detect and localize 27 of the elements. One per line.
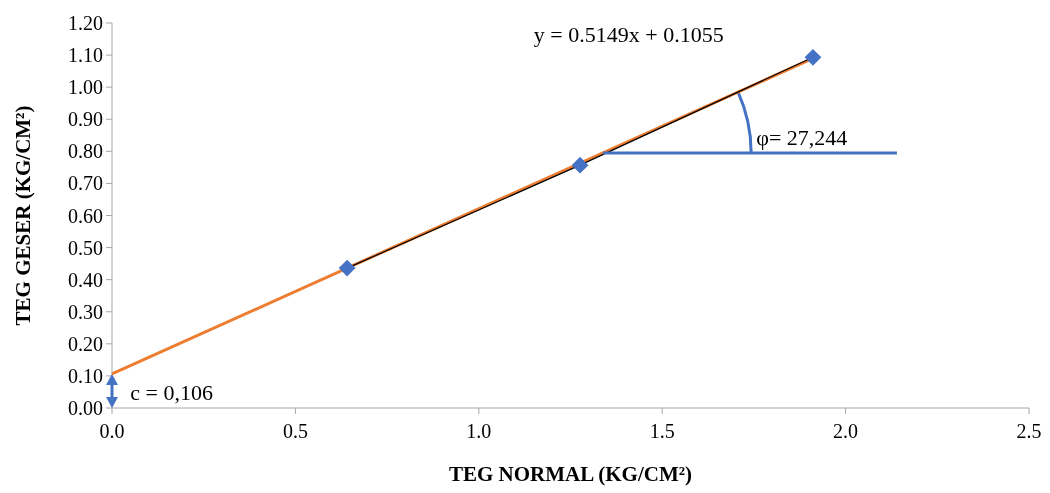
x-axis-title: TEG NORMAL (KG/CM²): [448, 462, 693, 486]
point: [804, 48, 822, 66]
y-tick-label: 1.00: [68, 76, 103, 99]
y-tick-label: 0.40: [68, 268, 103, 291]
x-tick-label: 0.5: [282, 420, 308, 442]
y-tick-label: 0.30: [68, 300, 103, 323]
x-tick-label: 1.0: [466, 420, 492, 442]
y-tick-label: 0.60: [68, 204, 103, 227]
y-tick-label: 0.70: [68, 172, 103, 195]
x-tick-label: 2.0: [833, 420, 859, 442]
annotation: y = 0.5149x + 0.1055: [533, 22, 724, 48]
y-tick-label: 1.20: [68, 12, 103, 34]
y-tick-label: 0.50: [68, 236, 103, 259]
point: [571, 156, 589, 174]
y-tick-label: 0.10: [68, 364, 103, 387]
y-tick-label: 1.10: [68, 44, 103, 67]
y-tick-label: 0.90: [68, 108, 103, 131]
annotation: c = 0,106: [130, 379, 214, 405]
annotation: φ= 27,244: [756, 124, 848, 150]
point: [338, 259, 356, 277]
x-tick-label: 1.5: [649, 420, 675, 442]
x-tick-label: 0.0: [99, 420, 125, 442]
y-tick-label: 0.80: [68, 140, 103, 163]
y-tick-label: 0.00: [68, 397, 103, 419]
y-axis-title: TEG GESER (KG/CM²): [11, 105, 35, 326]
y-tick-label: 0.20: [68, 332, 103, 355]
x-tick-label: 2.5: [1016, 420, 1042, 442]
